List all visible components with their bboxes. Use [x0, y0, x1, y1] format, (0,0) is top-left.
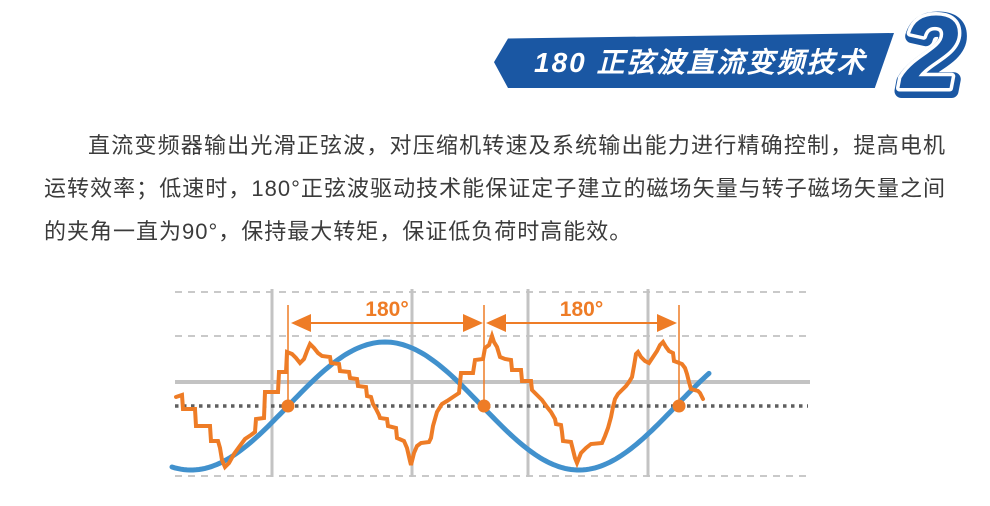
badge-number-outline: 2 — [901, 0, 961, 112]
angle-annotation: 180° — [560, 298, 603, 321]
section-number-badge: 2 2 2 — [894, 0, 968, 112]
badge-number: 2 — [899, 0, 959, 111]
stepped-inverter-output — [174, 329, 705, 471]
arrowhead-right — [463, 314, 483, 332]
badge-number-stroke: 2 — [899, 0, 959, 111]
section-title: 180 正弦波直流变频技术 — [534, 46, 867, 78]
phase-marker-dot — [281, 399, 295, 413]
arrowhead-right — [657, 314, 677, 332]
angle-annotation: 180° — [365, 298, 408, 321]
phase-marker-dot — [672, 399, 686, 413]
arrowhead-left — [291, 314, 311, 332]
smooth-sine-output — [169, 339, 712, 473]
body-paragraph: 直流变频器输出光滑正弦波，对压缩机转速及系统输出能力进行精确控制，提高电机运转效… — [44, 133, 946, 244]
section-banner: 180 正弦波直流变频技术 — [494, 33, 894, 88]
arrowhead-left — [486, 314, 506, 332]
phase-marker-dot — [477, 399, 491, 413]
